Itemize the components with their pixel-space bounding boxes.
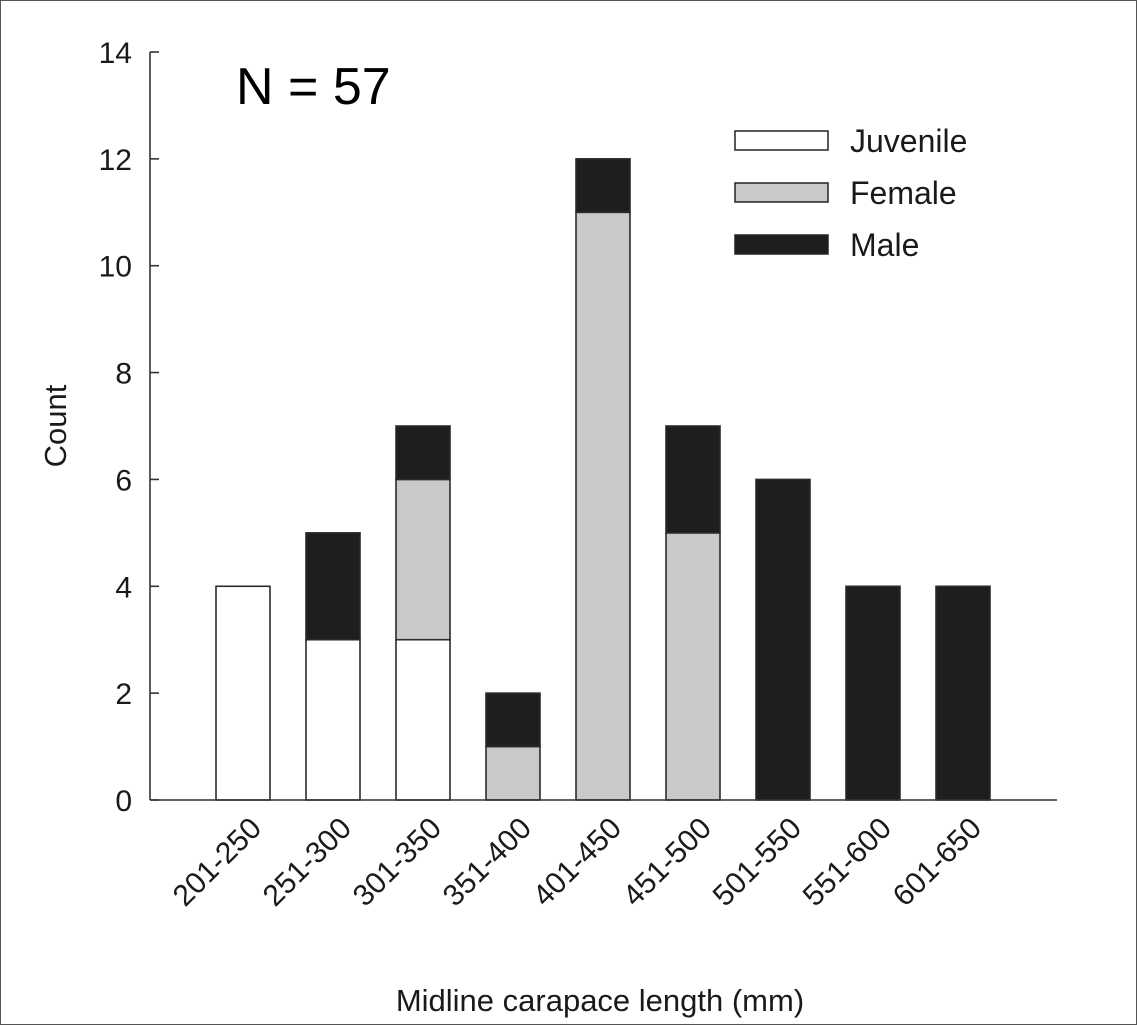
bar-juvenile-201-250 (215, 585, 271, 801)
y-tick-label-8: 8 (115, 358, 132, 391)
legend-label-female: Female (850, 175, 957, 211)
bar-female-401-450 (575, 211, 631, 801)
bar-juvenile-251-300 (305, 638, 361, 801)
x-tick-label-201-250: 201-250 (167, 812, 268, 913)
legend-label-male: Male (850, 227, 919, 263)
x-tick-label-301-350: 301-350 (347, 812, 448, 913)
x-tick-label-601-650: 601-650 (887, 812, 988, 913)
bar-male-451-500 (665, 425, 721, 534)
x-axis-title: Midline carapace length (mm) (396, 983, 804, 1018)
bar-male-251-300 (305, 532, 361, 641)
bars-layer (215, 158, 991, 801)
y-axis-title: Count (38, 384, 73, 467)
axes-layer (149, 52, 1057, 801)
x-tick-label-351-400: 351-400 (437, 812, 538, 913)
x-tick-label-451-500: 451-500 (617, 812, 718, 913)
bar-female-351-400 (485, 745, 541, 801)
legend-swatch-male (734, 234, 829, 255)
y-tick-label-14: 14 (99, 37, 132, 70)
y-tick-label-10: 10 (99, 251, 132, 284)
bar-male-551-600 (845, 585, 901, 801)
x-tick-label-401-450: 401-450 (527, 812, 628, 913)
x-tick-label-251-300: 251-300 (257, 812, 358, 913)
bar-male-401-450 (575, 158, 631, 214)
bar-juvenile-301-350 (395, 638, 451, 801)
bar-male-351-400 (485, 692, 541, 748)
legend: Juvenile Female Male (734, 123, 967, 263)
y-tick-label-6: 6 (115, 464, 132, 497)
y-tick-label-12: 12 (99, 144, 132, 177)
bar-male-301-350 (395, 425, 451, 481)
legend-swatch-female (734, 182, 829, 203)
x-tick-label-501-550: 501-550 (707, 812, 808, 913)
y-tick-label-0: 0 (115, 785, 132, 818)
bar-male-601-650 (935, 585, 991, 801)
x-tick-label-551-600: 551-600 (797, 812, 898, 913)
sample-size-annotation: N = 57 (236, 58, 391, 116)
bar-male-501-550 (755, 478, 811, 801)
bar-female-301-350 (395, 478, 451, 641)
y-tick-label-2: 2 (115, 678, 132, 711)
y-tick-label-4: 4 (115, 571, 132, 604)
legend-label-juvenile: Juvenile (850, 123, 967, 159)
y-ticks-layer: 0 2 4 6 8 10 12 14 (99, 37, 159, 818)
x-ticks-layer: 201-250251-300301-350351-400401-450451-5… (167, 812, 988, 913)
legend-swatch-juvenile (734, 130, 829, 151)
bar-female-451-500 (665, 532, 721, 801)
